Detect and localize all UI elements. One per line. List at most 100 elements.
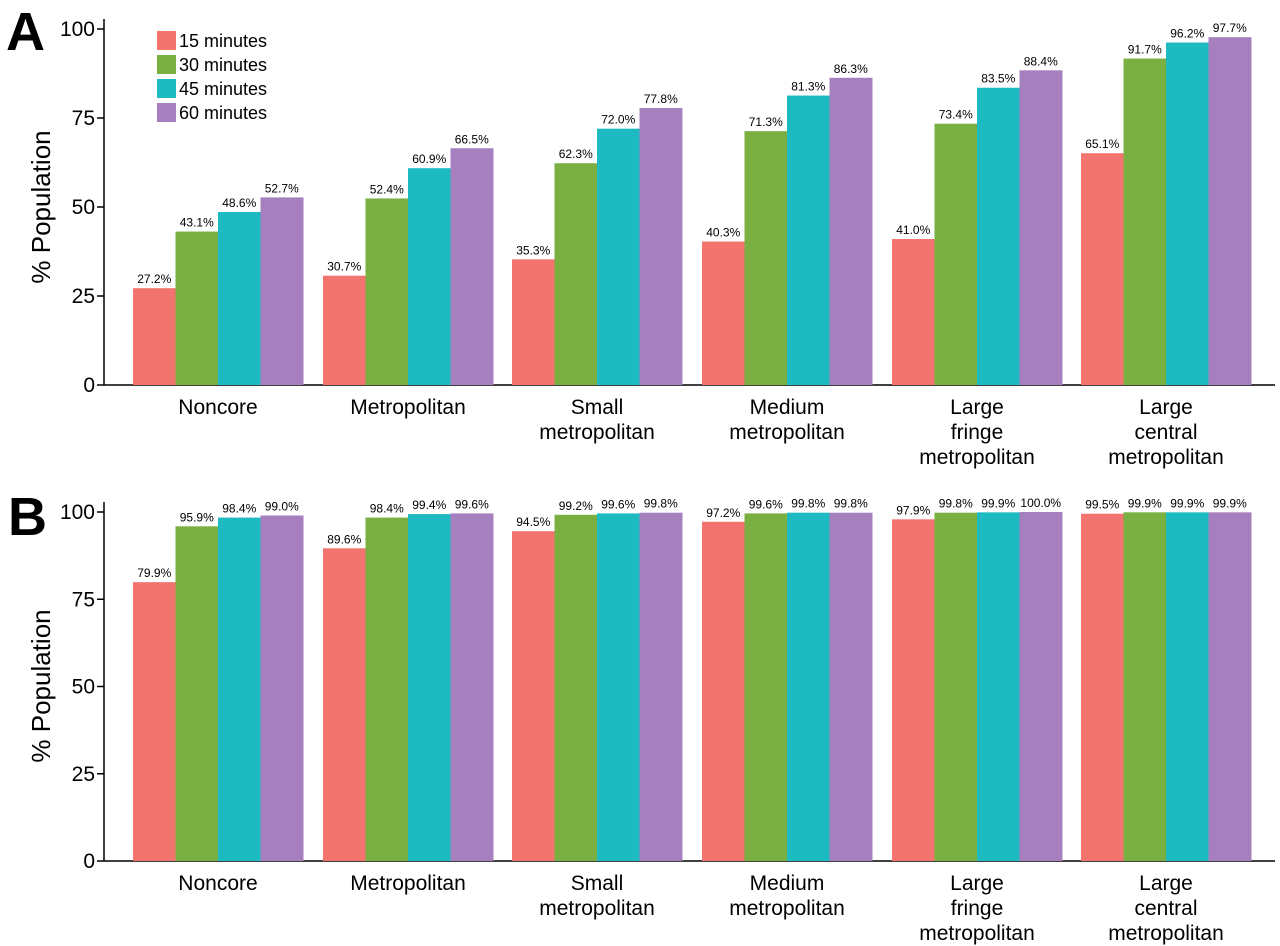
bar: [829, 512, 873, 861]
y-tick-label: 0: [83, 374, 95, 397]
bar: [260, 197, 304, 385]
bar: [450, 513, 494, 861]
y-axis-label: % Population: [26, 609, 56, 762]
y-tick-label: 25: [72, 763, 95, 786]
y-tick-label: 25: [72, 285, 95, 308]
data-label: 99.4%: [412, 498, 446, 512]
data-label: 97.9%: [896, 503, 930, 517]
y-tick-label: 0: [83, 850, 95, 873]
bar: [1123, 512, 1167, 861]
y-tick-label: 100: [60, 501, 95, 524]
bar: [829, 77, 873, 385]
data-label: 99.6%: [455, 497, 489, 511]
data-label: 43.1%: [180, 216, 214, 230]
data-label: 99.5%: [1085, 498, 1119, 512]
y-tick-label: 75: [72, 588, 95, 611]
bar: [744, 131, 788, 385]
data-label: 52.7%: [265, 181, 299, 195]
bar: [892, 519, 935, 861]
bar: [450, 148, 494, 385]
bar: [1166, 42, 1209, 385]
data-label: 40.3%: [706, 226, 740, 240]
data-label: 99.6%: [749, 497, 783, 511]
bar: [597, 128, 640, 385]
data-label: 62.3%: [559, 147, 593, 161]
data-label: 97.2%: [706, 506, 740, 520]
bar: [323, 548, 366, 861]
bar: [702, 521, 745, 861]
legend-entry: 15 minutes: [179, 31, 267, 51]
bar: [1208, 37, 1252, 386]
bar: [1166, 512, 1209, 861]
x-tick-label: Large fringe metropolitan: [919, 872, 1035, 945]
bar: [892, 239, 935, 385]
bar: [260, 515, 304, 861]
legend-swatch: [157, 55, 176, 74]
panel-letter-b: B: [8, 487, 47, 547]
bar: [175, 526, 219, 861]
legend-swatch: [157, 103, 176, 122]
data-label: 77.8%: [644, 92, 678, 106]
bar: [639, 108, 683, 386]
bar: [365, 198, 409, 385]
data-label: 81.3%: [791, 80, 825, 94]
data-label: 65.1%: [1085, 137, 1119, 151]
data-label: 52.4%: [370, 182, 404, 196]
bar: [175, 231, 219, 385]
data-label: 99.8%: [791, 497, 825, 511]
bar: [597, 513, 640, 861]
x-tick-label: Medium metropolitan: [729, 396, 845, 444]
data-label: 97.7%: [1213, 21, 1247, 35]
bar: [934, 123, 978, 386]
bar: [1123, 58, 1167, 385]
bar: [1019, 70, 1063, 386]
x-tick-label: Small metropolitan: [539, 396, 655, 444]
bar: [1019, 512, 1063, 861]
bar: [218, 517, 261, 861]
bar: [408, 514, 451, 861]
data-label: 91.7%: [1128, 43, 1162, 57]
bar: [787, 512, 830, 861]
data-label: 99.2%: [559, 499, 593, 513]
data-label: 99.9%: [1213, 496, 1247, 510]
bar: [365, 517, 409, 861]
data-label: 72.0%: [601, 113, 635, 127]
data-label: 98.4%: [370, 502, 404, 516]
legend-entry: 60 minutes: [179, 103, 267, 123]
data-label: 27.2%: [137, 272, 171, 286]
bar: [512, 531, 555, 861]
bar: [977, 87, 1020, 386]
panel-letter-a: A: [6, 2, 45, 62]
bar: [744, 513, 788, 861]
data-label: 100.0%: [1020, 496, 1061, 510]
data-label: 86.3%: [834, 62, 868, 76]
data-label: 98.4%: [222, 502, 256, 516]
data-label: 99.8%: [644, 497, 678, 511]
data-label: 99.0%: [265, 499, 299, 513]
bar: [1208, 512, 1252, 861]
x-tick-label: Large fringe metropolitan: [919, 396, 1035, 469]
bar: [554, 163, 598, 385]
data-label: 99.9%: [981, 496, 1015, 510]
data-label: 35.3%: [516, 243, 550, 257]
bar: [787, 95, 830, 386]
x-tick-label: Metropolitan: [350, 396, 466, 419]
x-tick-label: Noncore: [178, 872, 257, 895]
bar: [218, 211, 261, 385]
bar: [133, 582, 176, 861]
bar: [512, 259, 555, 385]
x-tick-label: Metropolitan: [350, 872, 466, 895]
data-label: 71.3%: [749, 115, 783, 129]
y-tick-label: 100: [60, 18, 95, 41]
data-label: 95.9%: [180, 510, 214, 524]
x-tick-label: Noncore: [178, 396, 257, 419]
bar: [408, 168, 451, 385]
y-tick-label: 75: [72, 107, 95, 130]
y-tick-label: 50: [72, 676, 95, 699]
data-label: 66.5%: [455, 132, 489, 146]
bar: [133, 288, 176, 385]
x-tick-label: Small metropolitan: [539, 872, 655, 920]
bar: [1081, 153, 1124, 385]
data-label: 48.6%: [222, 196, 256, 210]
